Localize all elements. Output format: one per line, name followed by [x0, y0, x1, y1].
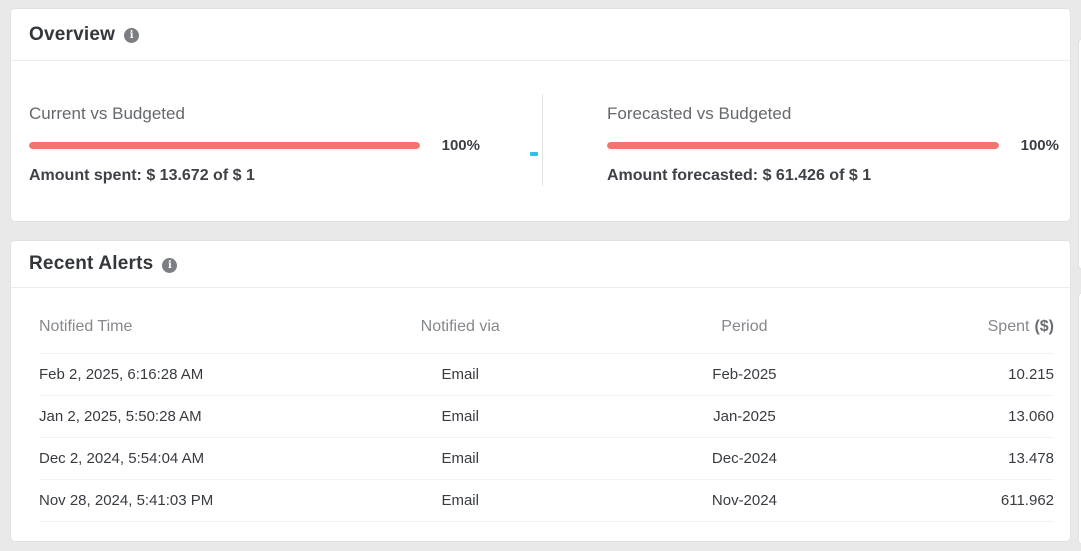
- cell-via: Email: [333, 395, 588, 438]
- cell-via: Email: [333, 353, 588, 396]
- info-icon[interactable]: i: [162, 257, 178, 273]
- alerts-table-body: Feb 2, 2025, 6:16:28 AM Email Feb-2025 10.2…: [39, 353, 1054, 522]
- column-header-period: Period: [587, 288, 902, 354]
- cell-period: Feb-2025: [587, 353, 902, 396]
- column-header-notified-time: Notified Time: [39, 288, 334, 354]
- table-row: Feb 2, 2025, 6:16:28 AM Email Feb-2025 10.2…: [39, 353, 1054, 396]
- cell-time: Dec 2, 2024, 5:54:04 AM: [39, 437, 334, 480]
- overview-card-header: Overview i: [11, 9, 1070, 61]
- vertical-divider: [542, 94, 543, 186]
- table-header-row: Notified Time Notified via Period Spent(…: [39, 288, 1054, 354]
- overview-body: Current vs Budgeted 100% Amount spent: $…: [11, 61, 1070, 221]
- forecast-progress-percent: 100%: [1020, 137, 1059, 154]
- table-row: Jan 2, 2025, 5:50:28 AM Email Jan-2025 13.0…: [39, 395, 1054, 438]
- recent-alerts-card-header: Recent Alerts i: [11, 241, 1070, 288]
- column-header-spent: Spent ($): [901, 288, 1054, 354]
- cell-period: Jan-2025: [587, 395, 902, 438]
- cell-spent: 611.962: [901, 479, 1054, 522]
- cell-via: Email: [333, 479, 588, 522]
- cell-time: Jan 2, 2025, 5:50:28 AM: [39, 395, 334, 438]
- current-vs-budgeted-title: Current vs Budgeted: [29, 104, 185, 123]
- cell-time: Nov 28, 2024, 5:41:03 PM: [39, 479, 334, 522]
- overview-card: Overview i Current vs Budgeted 100% Amou…: [10, 8, 1071, 222]
- table-row: Nov 28, 2024, 5:41:03 PM Email Nov-2024 611…: [39, 479, 1054, 522]
- recent-alerts-title: Recent Alerts: [29, 253, 154, 274]
- cyan-marker: [530, 152, 538, 156]
- cell-spent: 13.478: [901, 437, 1054, 480]
- current-progress-row: 100%: [29, 137, 480, 154]
- cell-time: Feb 2, 2025, 6:16:28 AM: [39, 353, 334, 396]
- info-icon[interactable]: i: [124, 28, 140, 43]
- cell-period: Dec-2024: [587, 437, 902, 480]
- overview-title: Overview: [29, 23, 116, 45]
- cell-period: Nov-2024: [587, 479, 902, 522]
- current-progress-bar: [29, 142, 420, 149]
- current-vs-budgeted-panel: Current vs Budgeted 100% Amount spent: $…: [11, 61, 542, 221]
- forecasted-vs-budgeted-title: Forecasted vs Budgeted: [607, 104, 792, 123]
- forecast-progress-row: 100%: [607, 137, 1059, 154]
- cell-via: Email: [333, 437, 588, 480]
- cell-spent: 10.215: [901, 353, 1054, 396]
- recent-alerts-card: Recent Alerts i Notified Time Notified v…: [10, 240, 1071, 542]
- forecasted-vs-budgeted-panel: Forecasted vs Budgeted 100% Amount forec…: [543, 61, 1070, 221]
- forecast-progress-bar: [607, 142, 999, 149]
- alerts-table-container: Notified Time Notified via Period Spent(…: [11, 288, 1070, 522]
- cell-spent: 13.060: [901, 395, 1054, 438]
- forecast-amount-text: Amount forecasted: $ 61.426 of $ 1: [607, 167, 872, 184]
- current-progress-fill: [29, 142, 420, 149]
- alerts-table: Notified Time Notified via Period Spent(…: [39, 288, 1054, 522]
- current-progress-percent: 100%: [441, 137, 480, 154]
- spent-currency-suffix: ($): [1034, 318, 1054, 336]
- forecast-progress-fill: [607, 142, 999, 149]
- column-header-notified-via: Notified via: [333, 288, 588, 354]
- current-amount-text: Amount spent: $ 13.672 of $ 1: [29, 167, 255, 184]
- table-row: Dec 2, 2024, 5:54:04 AM Email Dec-2024 13.4…: [39, 437, 1054, 480]
